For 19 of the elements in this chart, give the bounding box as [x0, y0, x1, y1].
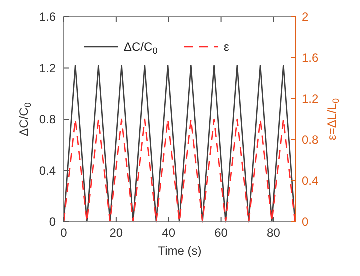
x-tick-label: 40 — [162, 226, 176, 240]
y-tick-label: 0 — [49, 215, 56, 229]
y2-tick-label: 0.8 — [302, 133, 320, 147]
y2-tick-label: 1.6 — [302, 51, 320, 65]
y2-tick-label: 0.4 — [302, 174, 320, 188]
y2-tick-label: 2 — [302, 10, 309, 24]
x-tick-label: 20 — [110, 226, 124, 240]
y2-tick-label: 1.2 — [302, 92, 320, 106]
y2-tick-label: 0 — [302, 215, 309, 229]
y-tick-label: 0.4 — [39, 164, 56, 178]
x-tick-label: 0 — [60, 226, 68, 240]
y-tick-label: 1.2 — [39, 61, 56, 76]
legend-label: ε — [224, 40, 230, 54]
x-tick-label: 60 — [214, 226, 228, 240]
y-tick-label: 0.8 — [39, 112, 56, 126]
x-tick-label: 80 — [267, 226, 281, 240]
y-tick-label: 1.6 — [39, 10, 56, 24]
x-axis-title: Time (s) — [158, 244, 202, 258]
legend-label: ΔC/C$_{0}$ — [124, 40, 158, 56]
